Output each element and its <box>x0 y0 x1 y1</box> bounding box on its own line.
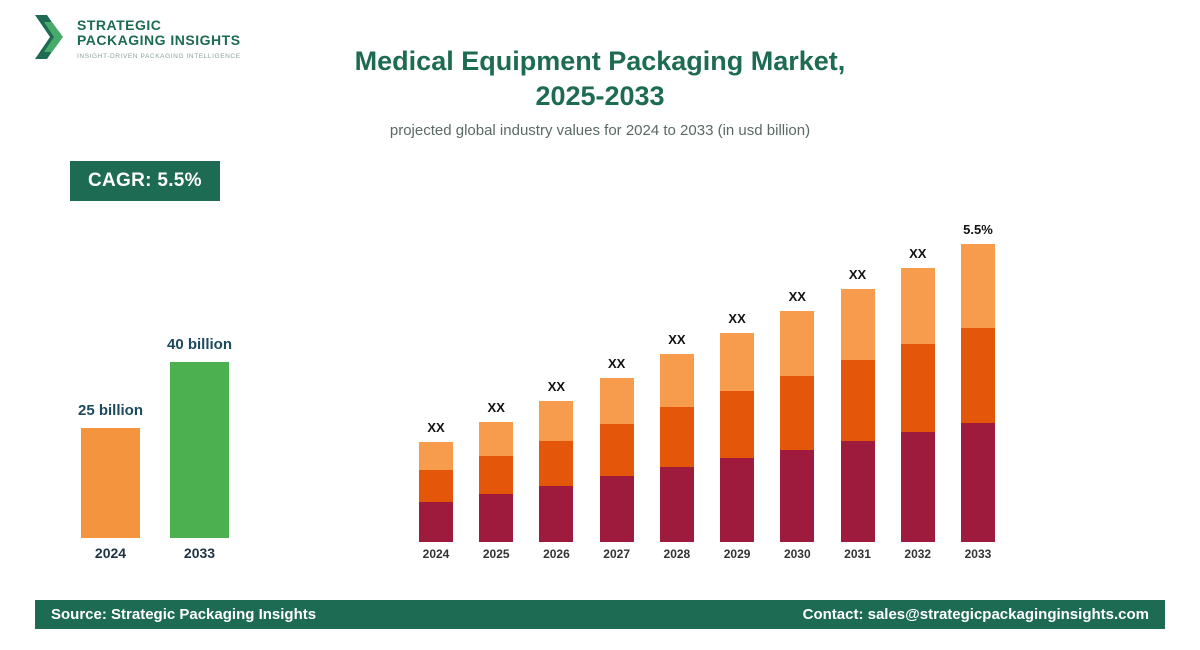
stacked-bar-group: 5.5% 2033 <box>960 222 995 561</box>
source-text: Source: Strategic Packaging Insights <box>51 606 317 623</box>
category-label: 2029 <box>723 547 751 561</box>
brand-name-line1: STRATEGIC <box>77 17 162 33</box>
bar-value-label: XX <box>909 246 927 261</box>
summary-bar-2024 <box>81 428 140 538</box>
stacked-bar-group: XX 2029 <box>720 311 755 561</box>
stacked-bar-2026 <box>539 401 574 542</box>
segment-bottom <box>840 441 875 542</box>
brand-logo: STRATEGIC PACKAGING INSIGHTS INSIGHT-DRI… <box>35 14 241 60</box>
bar-value-label: 5.5% <box>963 222 993 237</box>
contact-text: Contact: sales@strategicpackaginginsight… <box>802 606 1149 623</box>
summary-chart: 25 billion 2024 40 billion 2033 <box>78 315 232 561</box>
segment-bottom <box>900 432 935 542</box>
category-label: 2024 <box>422 547 450 561</box>
stacked-bar-group: XX 2025 <box>479 400 514 561</box>
segment-top <box>960 244 995 328</box>
segment-top <box>539 401 574 441</box>
segment-top <box>780 311 815 376</box>
category-label: 2028 <box>663 547 691 561</box>
brand-tagline: INSIGHT-DRIVEN PACKAGING INTELLIGENCE <box>77 53 241 60</box>
segment-bottom <box>960 423 995 542</box>
stacked-bar-2033 <box>960 244 995 542</box>
segment-middle <box>419 470 453 502</box>
page-title-line2: 2025-2033 <box>535 81 665 111</box>
segment-bottom <box>539 486 574 542</box>
segment-middle <box>960 328 995 423</box>
stacked-bar-2027 <box>599 378 634 542</box>
bar-value-label: XX <box>547 379 566 394</box>
segment-bottom <box>780 450 815 542</box>
category-label: 2031 <box>844 547 871 561</box>
page-title: Medical Equipment Packaging Market, 2025… <box>0 44 1200 114</box>
page-subtitle: projected global industry values for 202… <box>389 122 811 139</box>
segment-top <box>900 268 935 344</box>
bar-value-label: XX <box>487 400 505 415</box>
segment-middle <box>720 391 755 458</box>
stacked-bar-2028 <box>659 354 694 542</box>
stacked-bar-2030 <box>780 311 815 542</box>
brand-text: STRATEGIC PACKAGING INSIGHTS INSIGHT-DRI… <box>77 14 241 61</box>
stacked-bar-2031 <box>840 289 875 542</box>
brand-name-line2: PACKAGING INSIGHTS <box>77 32 241 48</box>
stacked-bar-group: XX 2027 <box>599 356 634 561</box>
segment-bottom <box>479 494 514 542</box>
summary-bar-group: 40 billion 2033 <box>167 336 232 561</box>
segment-middle <box>780 376 815 450</box>
bar-value-label: XX <box>427 420 445 435</box>
segment-middle <box>900 344 935 432</box>
stacked-bar-group: XX 2031 <box>840 267 875 561</box>
stacked-bar-2032 <box>900 268 935 542</box>
segment-bottom <box>419 502 453 542</box>
footer-bar: Source: Strategic Packaging Insights Con… <box>35 600 1165 629</box>
segment-middle <box>479 456 514 494</box>
summary-category-label: 2024 <box>94 545 127 561</box>
segment-top <box>479 422 514 456</box>
stacked-bar-group: XX 2032 <box>900 246 935 561</box>
segment-bottom <box>599 476 634 542</box>
category-label: 2033 <box>964 547 992 561</box>
stacked-bar-group: XX 2026 <box>539 379 574 561</box>
summary-value-label: 40 billion <box>166 336 232 353</box>
stacked-bar-2025 <box>479 422 514 542</box>
stacked-bar-2029 <box>720 333 755 542</box>
segment-bottom <box>720 458 755 542</box>
stacked-bar-group: XX 2028 <box>659 332 694 561</box>
stacked-bar-group: XX 2024 <box>419 420 453 561</box>
segment-bottom <box>659 467 694 542</box>
category-label: 2030 <box>783 547 811 561</box>
segment-top <box>840 289 875 360</box>
segment-top <box>720 333 755 391</box>
segment-middle <box>539 441 574 486</box>
segment-middle <box>599 424 634 476</box>
summary-category-label: 2033 <box>183 545 216 561</box>
projection-chart: XX 2024 XX 2025 XX 2026 XX 2027 XX 2028 XX 2029 XX 20… <box>419 192 995 561</box>
segment-middle <box>659 407 694 467</box>
stacked-bar-2024 <box>419 442 453 542</box>
summary-value-label: 25 billion <box>78 402 144 419</box>
segment-top <box>599 378 634 424</box>
bar-value-label: XX <box>607 356 626 371</box>
chevron-logo-icon <box>35 14 69 60</box>
summary-bar-2033 <box>169 362 229 538</box>
bar-value-label: XX <box>668 332 686 347</box>
chart-header: Medical Equipment Packaging Market, 2025… <box>0 44 1200 139</box>
segment-top <box>659 354 694 407</box>
category-label: 2026 <box>543 547 570 561</box>
segment-top <box>419 442 453 470</box>
bar-value-label: XX <box>728 311 746 326</box>
category-label: 2032 <box>904 547 932 561</box>
category-label: 2025 <box>482 547 510 561</box>
bar-value-label: XX <box>788 289 806 304</box>
stacked-bar-group: XX 2030 <box>780 289 815 561</box>
cagr-badge: CAGR: 5.5% <box>70 161 220 201</box>
category-label: 2027 <box>603 547 630 561</box>
segment-middle <box>840 360 875 441</box>
summary-bar-group: 25 billion 2024 <box>78 402 143 561</box>
page-title-line1: Medical Equipment Packaging Market, <box>354 46 846 76</box>
bar-value-label: XX <box>848 267 867 282</box>
